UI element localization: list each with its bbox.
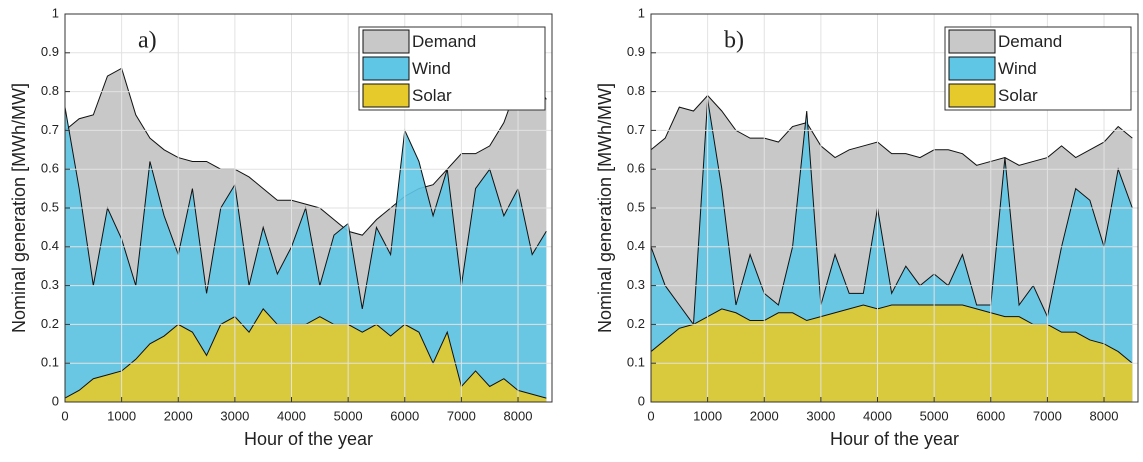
area-line — [650, 304, 1133, 364]
x-tick-label: 0 — [647, 408, 654, 423]
y-tick-label: 0.2 — [41, 316, 59, 331]
y-tick-label: 0.7 — [41, 122, 59, 137]
legend-swatch — [362, 56, 410, 81]
legend-label: Solar — [998, 86, 1038, 105]
y-axis-label: Nominal generation [MWh/MW] — [9, 83, 29, 333]
y-tick-label: 0.8 — [627, 83, 645, 98]
panel-label: b) — [724, 28, 744, 54]
x-tick-label: 3000 — [806, 408, 835, 423]
legend-label: Demand — [998, 32, 1062, 51]
legend-label: Solar — [412, 86, 452, 105]
x-tick-label: 8000 — [1090, 408, 1119, 423]
area-line — [650, 94, 1133, 166]
y-tick-label: 0.8 — [41, 83, 59, 98]
y-tick-label: 0.6 — [627, 161, 645, 176]
x-tick-label: 2000 — [164, 408, 193, 423]
y-tick-label: 0.2 — [627, 316, 645, 331]
plot-frame — [64, 13, 553, 403]
y-tick-label: 0.5 — [41, 199, 59, 214]
y-tick-label: 0.4 — [627, 238, 645, 253]
y-tick-label: 0.6 — [41, 161, 59, 176]
y-tick-label: 1 — [52, 5, 59, 20]
x-tick-label: 4000 — [277, 408, 306, 423]
x-tick-label: 3000 — [220, 408, 249, 423]
x-axis-label: Hour of the year — [244, 429, 373, 449]
y-tick-label: 0.3 — [627, 277, 645, 292]
legend-swatch — [948, 83, 996, 108]
x-tick-label: 1000 — [107, 408, 136, 423]
y-tick-label: 0.5 — [627, 199, 645, 214]
panel-label: a) — [138, 28, 157, 54]
plot-frame — [650, 13, 1139, 403]
y-tick-label: 0 — [638, 393, 645, 408]
x-tick-label: 2000 — [750, 408, 779, 423]
y-tick-label: 0.7 — [627, 122, 645, 137]
legend-swatch — [362, 83, 410, 108]
x-tick-label: 8000 — [504, 408, 533, 423]
x-tick-label: 4000 — [863, 408, 892, 423]
area-line — [650, 99, 1133, 326]
x-tick-label: 6000 — [976, 408, 1005, 423]
x-tick-label: 7000 — [1033, 408, 1062, 423]
y-tick-label: 0.4 — [41, 238, 59, 253]
y-tick-label: 0.1 — [41, 355, 59, 370]
legend-swatch — [948, 29, 996, 54]
legend-label: Wind — [998, 59, 1037, 78]
y-tick-label: 0.1 — [627, 355, 645, 370]
x-tick-label: 7000 — [447, 408, 476, 423]
legend-swatch — [948, 56, 996, 81]
legend-label: Demand — [412, 32, 476, 51]
x-tick-label: 5000 — [334, 408, 363, 423]
y-tick-label: 0 — [52, 393, 59, 408]
x-tick-label: 5000 — [920, 408, 949, 423]
x-axis-label: Hour of the year — [830, 429, 959, 449]
x-tick-label: 1000 — [693, 408, 722, 423]
area — [65, 308, 547, 402]
y-tick-label: 1 — [638, 5, 645, 20]
area — [651, 305, 1133, 402]
y-axis-label: Nominal generation [MWh/MW] — [595, 83, 615, 333]
y-tick-label: 0.9 — [627, 44, 645, 59]
legend-swatch — [362, 29, 410, 54]
x-tick-label: 0 — [61, 408, 68, 423]
y-tick-label: 0.3 — [41, 277, 59, 292]
y-tick-label: 0.9 — [41, 44, 59, 59]
x-tick-label: 6000 — [390, 408, 419, 423]
legend-label: Wind — [412, 59, 451, 78]
